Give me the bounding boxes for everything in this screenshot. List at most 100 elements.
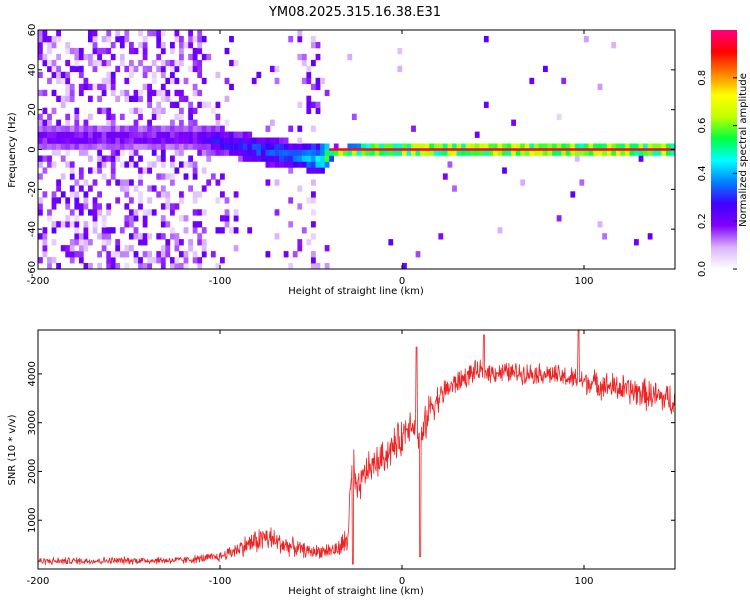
spectrogram-cell bbox=[438, 143, 444, 150]
spectrogram-cell bbox=[88, 239, 93, 246]
spectrogram-cell bbox=[124, 125, 130, 132]
spectrogram-cell bbox=[47, 131, 52, 138]
spectrogram-cell bbox=[624, 149, 630, 156]
spectrogram-cell bbox=[160, 143, 166, 150]
spectrogram-cell bbox=[170, 77, 175, 85]
spectrogram-cell bbox=[142, 65, 148, 73]
spectrogram-cell bbox=[493, 149, 498, 156]
spectrogram-cell bbox=[142, 125, 148, 132]
spectrogram-cell bbox=[424, 143, 430, 150]
spectrogram-cell bbox=[142, 137, 148, 144]
spectrogram-cell bbox=[424, 149, 430, 156]
spectrogram-cell bbox=[119, 36, 125, 43]
spectrogram-cell bbox=[133, 185, 139, 192]
spectrogram-cell bbox=[115, 137, 121, 144]
spectrogram-cell bbox=[129, 107, 134, 114]
spectrogram-cell bbox=[101, 125, 107, 132]
spectrogram-cell bbox=[201, 137, 207, 144]
spectrogram-cell bbox=[174, 167, 180, 174]
spectrogram-cell bbox=[78, 89, 84, 97]
spectrogram-cell bbox=[151, 185, 157, 192]
spectrogram-cell bbox=[574, 155, 580, 162]
spectrogram-cell bbox=[201, 125, 207, 132]
spectrogram-cell bbox=[174, 65, 180, 73]
snr-y-label: SNR (10 * v/v) bbox=[7, 414, 18, 485]
spectrogram-cell bbox=[147, 131, 152, 138]
colorbar-tick-label: 0.6 bbox=[697, 118, 708, 134]
spectrogram-cell bbox=[124, 245, 130, 252]
spectrogram-cell bbox=[415, 149, 421, 156]
colorbar-tick-label: 0.4 bbox=[697, 165, 708, 181]
spectrogram-cell bbox=[92, 221, 98, 228]
spectrogram-cell bbox=[606, 143, 612, 150]
spectrogram-cell bbox=[165, 131, 171, 138]
spectrogram-cell bbox=[97, 161, 102, 168]
spectrogram-cell bbox=[56, 131, 61, 138]
spectrogram-cell bbox=[379, 149, 385, 156]
spectrogram-cell bbox=[197, 101, 203, 108]
spectrogram-cell bbox=[106, 251, 112, 258]
spectrogram-cell bbox=[242, 149, 248, 156]
spectrogram-cell bbox=[215, 149, 221, 156]
spectrogram-cell bbox=[311, 59, 316, 67]
spectrogram-cell bbox=[661, 143, 667, 150]
spectrogram-cell bbox=[297, 161, 303, 168]
spectrogram-cell bbox=[297, 30, 303, 37]
spectrogram-cell bbox=[160, 59, 166, 67]
spectrogram-cell bbox=[92, 36, 98, 43]
y-tick-label: 1000 bbox=[27, 507, 38, 532]
spectrogram-cell bbox=[220, 125, 225, 132]
spectrogram-cell bbox=[51, 107, 57, 114]
spectrogram-cell bbox=[97, 203, 102, 210]
spectrogram-cell bbox=[197, 47, 203, 55]
spectrogram-cell bbox=[452, 143, 457, 150]
spectrogram-cell bbox=[210, 173, 216, 180]
spectrogram-cell bbox=[47, 36, 52, 43]
spectrogram-cell bbox=[147, 137, 152, 144]
spectrogram-cell bbox=[47, 77, 52, 85]
spectrogram-cell bbox=[106, 71, 112, 79]
spectrogram-cell bbox=[329, 155, 334, 162]
spectrogram-cell bbox=[38, 30, 43, 37]
spectrogram-cell bbox=[365, 143, 371, 150]
spectrogram-cell bbox=[306, 143, 312, 150]
spectrogram-cell bbox=[311, 161, 316, 168]
spectrogram-cell bbox=[588, 149, 594, 156]
spectrogram-cell bbox=[106, 179, 112, 186]
spectrogram-cell bbox=[92, 65, 98, 73]
spectrogram-cell bbox=[165, 191, 171, 198]
colorbar-label: Normalized spectral amplitude bbox=[738, 73, 749, 227]
spectrogram-cell bbox=[106, 143, 112, 150]
spectrogram-cell bbox=[156, 155, 162, 162]
spectrogram-cell bbox=[115, 197, 121, 204]
spectrogram-cell bbox=[265, 155, 271, 162]
spectrogram-cell bbox=[106, 47, 112, 55]
spectrogram-cell bbox=[274, 179, 280, 186]
spectrogram-cell bbox=[170, 227, 175, 234]
spectrogram-cell bbox=[56, 119, 61, 126]
spectrogram-cell bbox=[201, 131, 207, 138]
spectrogram-cell bbox=[524, 149, 530, 156]
spectrogram-cell bbox=[215, 113, 221, 120]
spectrogram-cell bbox=[506, 143, 512, 150]
spectrogram-cell bbox=[170, 263, 175, 270]
spectrogram-cell bbox=[233, 137, 239, 144]
spectrogram-cell bbox=[42, 251, 48, 258]
spectrogram-cell bbox=[156, 36, 162, 43]
spectrogram-cell bbox=[165, 245, 171, 252]
spectrogram-cell bbox=[65, 83, 71, 91]
spectrogram-cell bbox=[274, 77, 280, 85]
spectrogram-cell bbox=[224, 143, 230, 150]
y-tick-label: 3000 bbox=[27, 410, 38, 435]
spectrogram-cell bbox=[115, 239, 121, 246]
spectrogram-cell bbox=[133, 107, 139, 114]
spectrogram-cell bbox=[78, 131, 84, 138]
spectrogram-cell bbox=[347, 53, 353, 61]
spectrogram-cell bbox=[188, 185, 193, 192]
y-tick-label: 2000 bbox=[27, 459, 38, 484]
spectrogram-cell bbox=[97, 95, 102, 102]
spectrogram-cell bbox=[78, 53, 84, 61]
spectrogram-cell bbox=[170, 65, 175, 73]
spectrogram-cell bbox=[74, 233, 80, 240]
spectrogram-cell bbox=[301, 143, 307, 150]
